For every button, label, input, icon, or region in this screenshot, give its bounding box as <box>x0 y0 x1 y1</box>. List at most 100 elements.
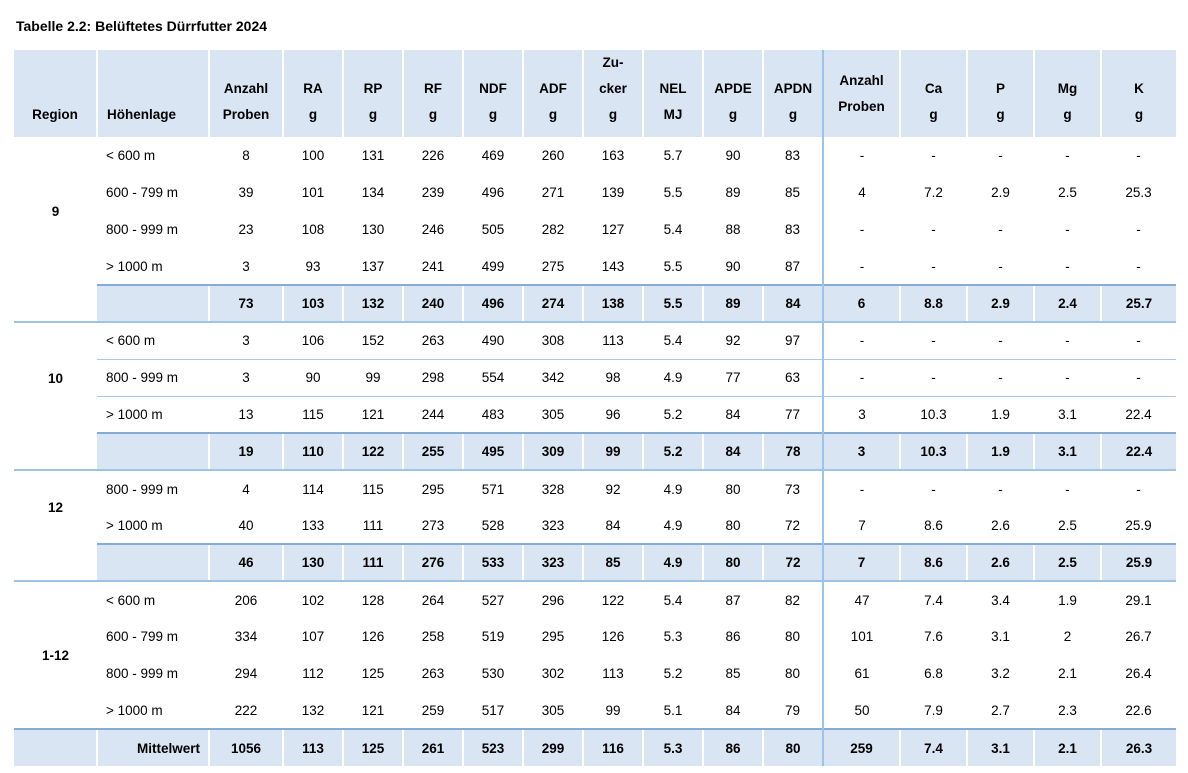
cell-adf: 308 <box>541 333 565 349</box>
cell-anzahl-proben-mineral: - <box>822 137 900 174</box>
summary-cell-adf: 323 <box>522 543 583 582</box>
summary-cell-ra: 103 <box>282 284 343 323</box>
cell-apde: 85 <box>725 666 741 681</box>
region-summary-row: 19 110 122 255 495 309 99 5.2 84 78 3 10.3 1.9 3.1 22.… <box>14 432 1176 471</box>
cell-anzahl-proben: 23 <box>238 222 254 237</box>
cell-apdn: 80 <box>784 629 801 644</box>
summary-cell-adf: 309 <box>522 432 583 471</box>
cell-zucker: 122 <box>601 592 625 608</box>
column-header-apde: APDE g <box>702 50 763 137</box>
cell-zucker: 92 <box>605 481 621 497</box>
cell-rf: 263 <box>421 666 445 681</box>
cell-anzahl-proben: 8 <box>242 148 250 163</box>
cell-adf: 305 <box>523 395 583 433</box>
cell-anzahl-proben-mineral: 61 <box>822 655 900 692</box>
cell-adf: 302 <box>541 666 565 681</box>
data-row: > 1000 m 3 93 137 241 499 275 143 5.5 90 87 - - - - - <box>14 248 1176 285</box>
summary-cell-k: 22.4 <box>1100 432 1176 471</box>
cell-adf: 295 <box>541 629 565 644</box>
cell-p: - <box>998 258 1003 274</box>
cell-zucker: 84 <box>605 517 621 533</box>
summary-cell-rp: 111 <box>342 543 403 582</box>
summary-cell-ra: 130 <box>282 543 343 582</box>
cell-rp: 126 <box>361 629 385 644</box>
cell-zucker: 139 <box>601 185 625 200</box>
summary-cell-mg: 3.1 <box>1033 432 1101 471</box>
cell-anzahl-proben: 3 <box>209 358 283 396</box>
summary-label: Mittelwert <box>96 728 209 766</box>
cell-nel: 4.9 <box>663 517 683 533</box>
summary-cell-p: 1.9 <box>966 432 1034 471</box>
cell-zucker: 163 <box>601 148 625 163</box>
cell-anzahl-proben-mineral: - <box>822 322 900 359</box>
feed-analysis-table: Region Höhenlage Anzahl Proben RA g RP g RF g NDF g… <box>14 50 1176 766</box>
cell-k: 25.9 <box>1125 517 1152 533</box>
summary-region-cell <box>14 285 97 323</box>
summary-cell-rp: 125 <box>342 728 403 766</box>
summary-cell-adf: 299 <box>522 728 583 766</box>
summary-cell-ca: 10.3 <box>899 432 967 471</box>
cell-ca: 7.2 <box>924 185 943 200</box>
cell-k: - <box>1101 358 1176 396</box>
cell-p: - <box>967 358 1034 396</box>
data-row: 800 - 999 m 294 112 125 263 530 302 113 5.2 85 80 6… <box>14 655 1176 692</box>
summary-cell-rf: 240 <box>402 284 463 323</box>
data-row: 600 - 799 m 39 101 134 239 496 271 139 5.5 89 85 4 7… <box>14 174 1176 211</box>
cell-zucker: 127 <box>601 222 625 237</box>
cell-rf: 244 <box>403 395 463 433</box>
cell-p: 3.4 <box>991 592 1010 608</box>
mittelwert-row: Mittelwert 1056 113 125 261 523 299 116 5.3 86 80 2… <box>14 728 1176 766</box>
cell-k: - <box>1136 481 1141 497</box>
cell-anzahl-proben-mineral: 47 <box>822 581 900 618</box>
cell-nel: 5.2 <box>643 395 703 433</box>
cell-k: - <box>1136 258 1141 274</box>
cell-hoehenlage: 800 - 999 m <box>106 666 179 681</box>
summary-cell-ndf: 496 <box>462 284 523 323</box>
cell-anzahl-proben: 334 <box>234 629 258 644</box>
cell-rf: 263 <box>421 333 445 349</box>
summary-cell-anzahl-proben: 1056 <box>208 728 283 766</box>
cell-p: 3.2 <box>991 666 1010 681</box>
summary-cell-zucker: 116 <box>582 728 643 766</box>
summary-cell-k: 26.3 <box>1100 728 1176 766</box>
cell-p: - <box>998 333 1003 349</box>
summary-cell-apde: 86 <box>702 728 763 766</box>
cell-anzahl-proben: 222 <box>234 702 258 718</box>
summary-cell-rf: 255 <box>402 432 463 471</box>
cell-hoehenlage: 600 - 799 m <box>106 629 179 644</box>
cell-apdn: 97 <box>784 333 801 349</box>
summary-cell-nel: 5.2 <box>642 432 703 471</box>
cell-ra: 114 <box>302 481 324 497</box>
cell-ra: 108 <box>301 222 325 237</box>
cell-anzahl-proben: 13 <box>209 395 283 433</box>
cell-hoehenlage: > 1000 m <box>106 702 163 718</box>
data-row: > 1000 m 222 132 121 259 517 305 99 5.1 84 79 50 7.9… <box>14 692 1176 729</box>
summary-cell-ndf: 523 <box>462 728 523 766</box>
cell-mg: - <box>1065 333 1070 349</box>
cell-rf: 264 <box>421 592 445 608</box>
summary-cell-rf: 276 <box>402 543 463 582</box>
cell-adf: 323 <box>541 517 565 533</box>
cell-mg: - <box>1034 358 1101 396</box>
region-label: 1-12 <box>41 647 70 663</box>
cell-apdn: 82 <box>784 592 801 608</box>
summary-cell-ndf: 533 <box>462 543 523 582</box>
data-row: 600 - 799 m 334 107 126 258 519 295 126 5.3 86 80 1… <box>14 618 1176 655</box>
cell-mg: 3.1 <box>1034 395 1101 433</box>
column-header-region: Region <box>14 50 97 137</box>
cell-zucker: 143 <box>601 258 625 274</box>
cell-k: 26.7 <box>1125 629 1152 644</box>
cell-apdn: 72 <box>784 517 801 533</box>
cell-nel: 5.5 <box>663 258 683 274</box>
cell-apde: 90 <box>725 148 741 163</box>
cell-anzahl-proben: 3 <box>242 258 250 274</box>
data-row: > 1000 m 13 115 121 244 483 305 96 5.2 84 77 3 10.3 1… <box>14 395 1176 433</box>
cell-k: 25.3 <box>1125 185 1152 200</box>
summary-cell-anzahl-proben: 19 <box>208 432 283 471</box>
summary-cell-mg: 2.5 <box>1033 543 1101 582</box>
summary-label <box>97 432 209 471</box>
cell-ra: 107 <box>301 629 325 644</box>
cell-k: 29.1 <box>1125 592 1152 608</box>
cell-adf: 342 <box>523 358 583 396</box>
